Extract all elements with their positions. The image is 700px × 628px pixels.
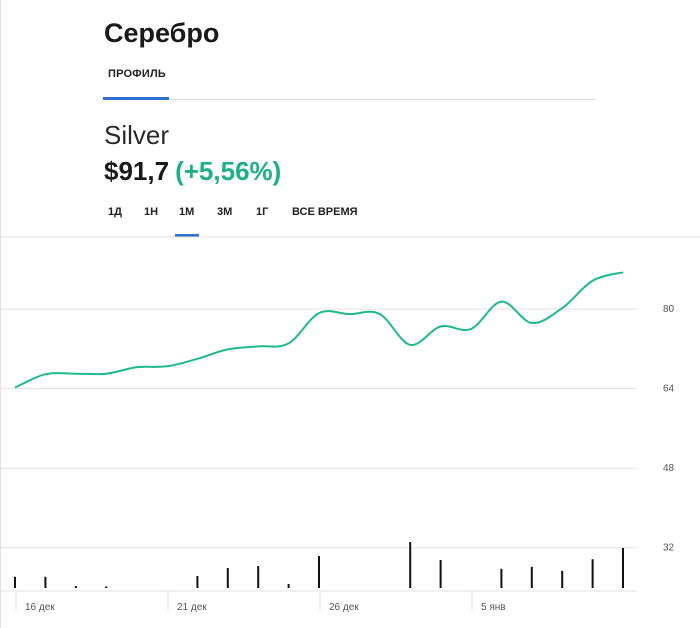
y-tick-label: 32 (663, 543, 675, 554)
y-tick-label: 64 (663, 384, 675, 395)
period-1w[interactable]: 1Н (144, 206, 159, 218)
x-tick-label: 16 дек (25, 602, 55, 613)
tab-profile[interactable]: ПРОФИЛЬ (108, 68, 166, 80)
price-change: (+5,56%) (175, 156, 282, 186)
period-1m[interactable]: 1М (179, 206, 195, 218)
period-all-time[interactable]: ВСЕ ВРЕМЯ (292, 206, 358, 218)
period-1y[interactable]: 1Г (256, 206, 269, 218)
y-tick-label: 80 (663, 304, 675, 315)
x-tick-label: 21 дек (177, 602, 207, 613)
current-price: $91,7 (104, 156, 170, 186)
tabs-divider (103, 99, 596, 100)
price-row: $91,7 (+5,56%) (104, 156, 281, 187)
x-tick-label: 26 дек (329, 602, 359, 613)
period-1m-underline (175, 234, 199, 237)
period-3m[interactable]: 3М (217, 206, 233, 218)
left-border (0, 0, 1, 628)
period-1d[interactable]: 1Д (108, 206, 122, 218)
page-title: Серебро (104, 18, 220, 48)
x-tick-label: 5 янв (481, 602, 506, 613)
tab-profile-underline (103, 97, 169, 100)
price-line (14, 271, 624, 389)
y-tick-label: 48 (663, 463, 675, 474)
asset-name: Silver (104, 120, 170, 150)
